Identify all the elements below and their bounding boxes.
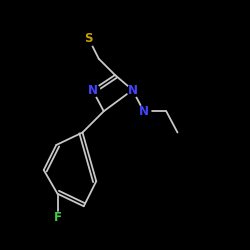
Text: N: N — [139, 105, 149, 118]
Text: S: S — [84, 32, 93, 45]
Text: F: F — [54, 211, 62, 224]
Text: N: N — [128, 84, 138, 96]
Text: N: N — [88, 84, 98, 96]
